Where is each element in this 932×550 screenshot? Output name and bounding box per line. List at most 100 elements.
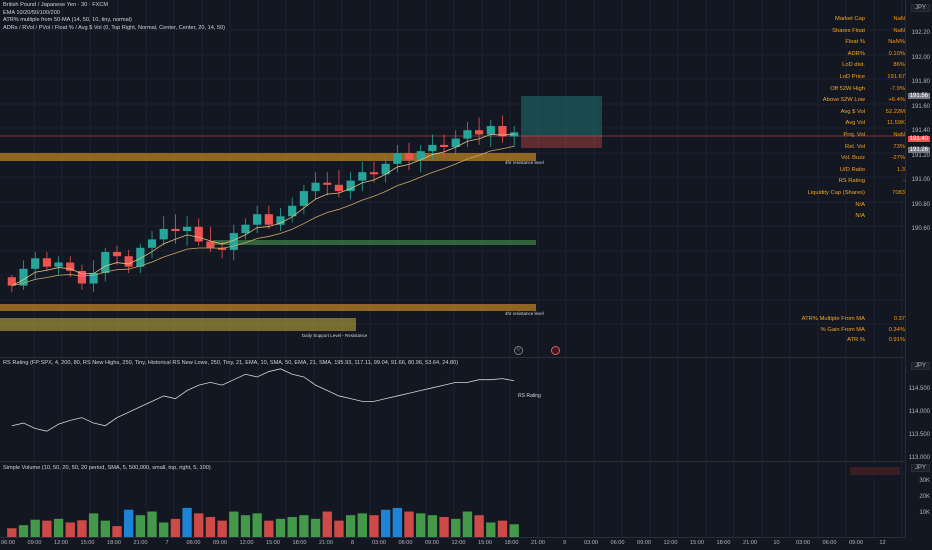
- volume-bar: [275, 518, 286, 537]
- volume-pane[interactable]: Simple Volume (10, 50, 20, 50, 20 period…: [0, 462, 905, 538]
- time-tick-label: 8: [350, 540, 355, 546]
- volume-bar: [194, 513, 204, 537]
- price-tick-label: 192.00: [911, 54, 930, 61]
- stats-value: 7083: [892, 190, 905, 196]
- candle-body: [439, 144, 449, 147]
- volume-bar: [7, 528, 17, 537]
- stats-value: NaN: [893, 132, 905, 138]
- stats-key: N/A: [855, 201, 865, 208]
- volume-bar: [357, 513, 367, 537]
- time-tick-label: 21:00: [531, 540, 545, 546]
- time-tick-label: 21:00: [743, 540, 757, 546]
- volume-chart[interactable]: [0, 462, 905, 537]
- candle-body: [7, 277, 16, 286]
- stats-row: % Gain From MA 0.34%: [690, 327, 905, 338]
- volume-bar: [299, 515, 309, 537]
- stats-row: Shares Float NaN: [690, 28, 905, 40]
- volume-bar: [427, 515, 438, 537]
- stats-value: +6.4%: [888, 97, 905, 104]
- vol-currency-badge[interactable]: JPY: [910, 464, 930, 472]
- price-pane[interactable]: British Pound / Japanese Yen · 30 · FXCM…: [0, 0, 905, 358]
- time-tick-label: 03:00: [584, 540, 598, 546]
- indicator-ema[interactable]: EMA 10/20/50/100/200: [3, 9, 60, 16]
- volume-tick-label: 20K: [919, 494, 930, 500]
- time-tick-label: 15:00: [80, 540, 95, 546]
- volume-bar: [404, 511, 414, 537]
- volume-bar: [205, 517, 216, 537]
- indicator-atr[interactable]: ATR% multiple from 50-MA (14, 50, 10, ti…: [3, 17, 132, 24]
- volume-title[interactable]: Simple Volume (10, 50, 20, 50, 20 period…: [3, 465, 211, 471]
- stats-key: U/D Ratio: [839, 166, 865, 173]
- time-tick-label: 06:00: [1, 540, 15, 546]
- volume-bar: [416, 513, 426, 537]
- currency-badge[interactable]: JPY: [910, 4, 930, 12]
- price-marker-label: 191.40: [907, 136, 930, 142]
- time-tick-label: 12:00: [54, 540, 68, 546]
- price-chart[interactable]: [0, 0, 905, 357]
- stats-key: ADR%: [847, 50, 865, 57]
- indicator-adr[interactable]: ADRs / RVol / PVol / Float % / Avg $ Vol…: [3, 25, 225, 32]
- rs-scale[interactable]: JPY 114.500 114.000 113.500 113.000: [905, 358, 932, 461]
- time-axis[interactable]: 06:00 09:00 12:00 15:00 18:00 21:00 7 06:00 09:0…: [0, 538, 905, 550]
- candle-body: [264, 214, 273, 225]
- time-tick-label: 06:00: [398, 540, 413, 546]
- volume-bar: [123, 509, 134, 537]
- stats-value: 73%: [893, 143, 905, 150]
- time-tick-label: 09:00: [27, 540, 42, 546]
- stats-row: Avg Vol 11.59K: [690, 120, 905, 132]
- volume-bar: [509, 524, 519, 537]
- stats-key: Off 52W High: [830, 85, 865, 92]
- rs-chart[interactable]: [0, 358, 905, 461]
- price-tick-label: 191.80: [911, 79, 930, 85]
- ema-line: [11, 145, 515, 286]
- stats-value: NaN: [893, 16, 905, 22]
- rs-title[interactable]: RS Rating (FP:SPX, 4, 200, 80, RS New Hi…: [3, 360, 459, 366]
- time-tick-label: 9: [562, 540, 567, 546]
- price-tick-label: 191.00: [911, 177, 930, 183]
- candle-body: [54, 262, 63, 267]
- time-tick-label: 18:00: [716, 540, 731, 546]
- stats-value: NaN%: [888, 39, 905, 46]
- candle-body: [276, 216, 285, 225]
- candle-body: [124, 256, 133, 267]
- rs-pane[interactable]: RS Rating (FP:SPX, 4, 200, 80, RS New Hi…: [0, 358, 905, 462]
- replay-icon[interactable]: ↻: [514, 346, 523, 355]
- time-tick-label: 21:00: [319, 540, 333, 546]
- candle-body: [475, 130, 484, 135]
- symbol-title[interactable]: British Pound / Japanese Yen · 30 · FXCM: [3, 2, 109, 8]
- stats-row: N/A: [690, 202, 905, 214]
- candle-body: [393, 153, 402, 164]
- rs-tick-label: 113.500: [908, 432, 930, 438]
- time-tick-label: 06:00: [610, 540, 625, 546]
- time-tick-label: 09:00: [849, 540, 863, 546]
- volume-bar: [369, 515, 379, 537]
- volume-bar: [451, 518, 461, 537]
- price-tick-label: 192.20: [911, 30, 930, 36]
- candle-body: [101, 252, 110, 273]
- volume-info-box: [850, 467, 900, 475]
- price-tick-label: 190.60: [911, 226, 930, 232]
- stats-key: N/A: [855, 213, 865, 220]
- candle-body: [428, 144, 437, 152]
- stats-row: Vol. Buzz -27%: [690, 155, 905, 167]
- stats-value: 0.34%: [888, 326, 905, 333]
- stats-row: Avg $ Vol 52.22M: [690, 109, 905, 121]
- price-scale[interactable]: JPY 192.20 192.00 191.80 191.60 191.40 191.20…: [905, 0, 932, 357]
- volume-bar: [497, 520, 508, 537]
- stats-row: Rel. Vol 73%: [690, 144, 905, 156]
- volume-scale[interactable]: JPY 30K 20K 10K: [905, 462, 932, 537]
- stats-value: -7.9%: [889, 85, 905, 92]
- stats-row: RS Rating -: [690, 178, 905, 190]
- rs-currency-badge[interactable]: JPY: [910, 362, 930, 370]
- stats-key: Above 52W Low: [822, 97, 865, 104]
- alert-icon[interactable]: [551, 346, 560, 355]
- stats-key: Float %: [845, 39, 865, 46]
- volume-bar: [100, 520, 110, 537]
- stats-row: Float % NaN%: [690, 39, 905, 51]
- time-tick-label: 09:00: [637, 540, 651, 546]
- volume-bar: [65, 522, 75, 537]
- candle-body: [89, 273, 98, 284]
- volume-bar: [170, 518, 181, 537]
- stats-value: 0.37: [893, 316, 905, 322]
- stats-row: Off 52W High -7.9%: [690, 86, 905, 98]
